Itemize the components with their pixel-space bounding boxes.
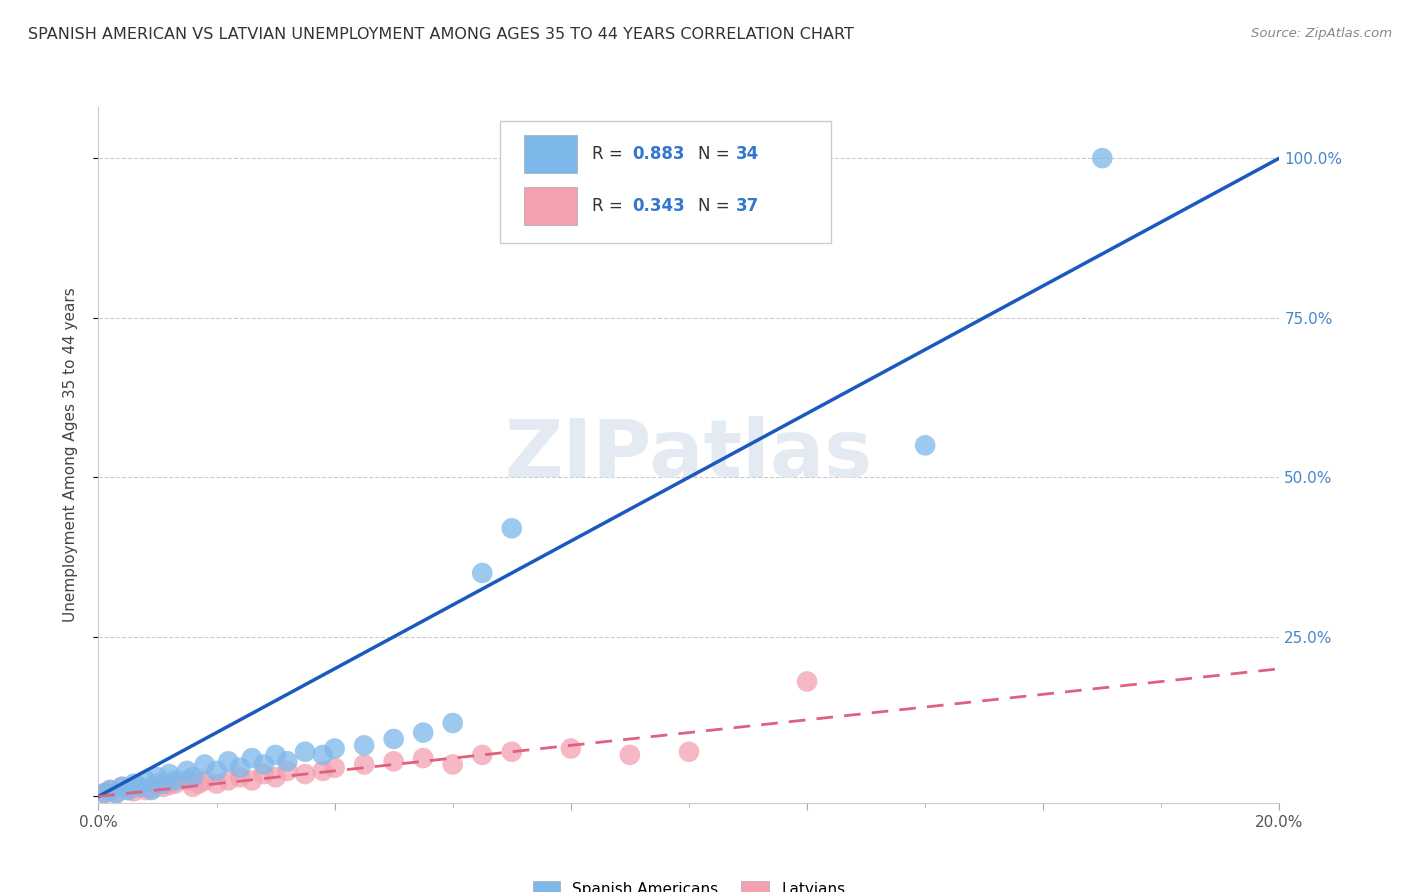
Point — [152, 777, 174, 791]
Point — [1091, 151, 1114, 165]
Y-axis label: Unemployment Among Ages 35 to 44 years: Unemployment Among Ages 35 to 44 years — [63, 287, 77, 623]
Point — [93, 786, 115, 800]
Point — [146, 777, 169, 791]
Point — [117, 783, 139, 797]
Point — [165, 773, 187, 788]
Point — [353, 757, 375, 772]
Point — [264, 747, 287, 762]
Text: SPANISH AMERICAN VS LATVIAN UNEMPLOYMENT AMONG AGES 35 TO 44 YEARS CORRELATION C: SPANISH AMERICAN VS LATVIAN UNEMPLOYMENT… — [28, 27, 853, 42]
Point — [217, 754, 239, 768]
Text: N =: N = — [699, 145, 735, 162]
Point — [229, 761, 252, 775]
Point — [111, 780, 134, 794]
Point — [93, 786, 115, 800]
Text: Source: ZipAtlas.com: Source: ZipAtlas.com — [1251, 27, 1392, 40]
Point — [128, 780, 150, 794]
Text: N =: N = — [699, 197, 735, 215]
Point — [141, 783, 163, 797]
Text: R =: R = — [592, 145, 628, 162]
Point — [135, 773, 157, 788]
Point — [194, 773, 217, 788]
Text: 37: 37 — [737, 197, 759, 215]
Text: 0.883: 0.883 — [633, 145, 685, 162]
Point — [412, 725, 434, 739]
Text: 0.343: 0.343 — [633, 197, 685, 215]
Point — [187, 777, 209, 791]
Point — [181, 770, 204, 784]
FancyBboxPatch shape — [501, 121, 831, 243]
Point — [105, 786, 128, 800]
Point — [323, 761, 346, 775]
Point — [276, 754, 298, 768]
Point — [914, 438, 936, 452]
FancyBboxPatch shape — [523, 187, 576, 226]
FancyBboxPatch shape — [523, 135, 576, 173]
Point — [98, 783, 121, 797]
Point — [253, 757, 276, 772]
Point — [157, 778, 180, 792]
Point — [105, 786, 128, 800]
Point — [152, 780, 174, 794]
Point — [441, 757, 464, 772]
Point — [205, 764, 228, 778]
Point — [323, 741, 346, 756]
Point — [294, 767, 316, 781]
Text: ZIPatlas: ZIPatlas — [505, 416, 873, 494]
Point — [294, 745, 316, 759]
Point — [146, 770, 169, 784]
Point — [217, 773, 239, 788]
Point — [117, 783, 139, 797]
Point — [560, 741, 582, 756]
Point — [471, 566, 494, 580]
Legend: Spanish Americans, Latvians: Spanish Americans, Latvians — [526, 875, 852, 892]
Point — [122, 777, 145, 791]
Point — [382, 754, 405, 768]
Point — [796, 674, 818, 689]
Point — [382, 731, 405, 746]
Point — [501, 745, 523, 759]
Point — [312, 747, 335, 762]
Point — [181, 780, 204, 794]
Point — [471, 747, 494, 762]
Point — [240, 751, 263, 765]
Point — [128, 780, 150, 794]
Point — [205, 777, 228, 791]
Point — [165, 777, 187, 791]
Text: R =: R = — [592, 197, 628, 215]
Point — [98, 783, 121, 797]
Point — [353, 739, 375, 753]
Point — [412, 751, 434, 765]
Point — [176, 773, 198, 788]
Point — [312, 764, 335, 778]
Point — [276, 764, 298, 778]
Point — [678, 745, 700, 759]
Point — [264, 770, 287, 784]
Point — [441, 716, 464, 731]
Point — [253, 767, 276, 781]
Point — [194, 757, 217, 772]
Point — [141, 781, 163, 796]
Point — [111, 780, 134, 794]
Point — [229, 770, 252, 784]
Point — [240, 773, 263, 788]
Point — [122, 784, 145, 798]
Text: 34: 34 — [737, 145, 759, 162]
Point — [157, 767, 180, 781]
Point — [135, 783, 157, 797]
Point — [619, 747, 641, 762]
Point — [176, 764, 198, 778]
Point — [501, 521, 523, 535]
